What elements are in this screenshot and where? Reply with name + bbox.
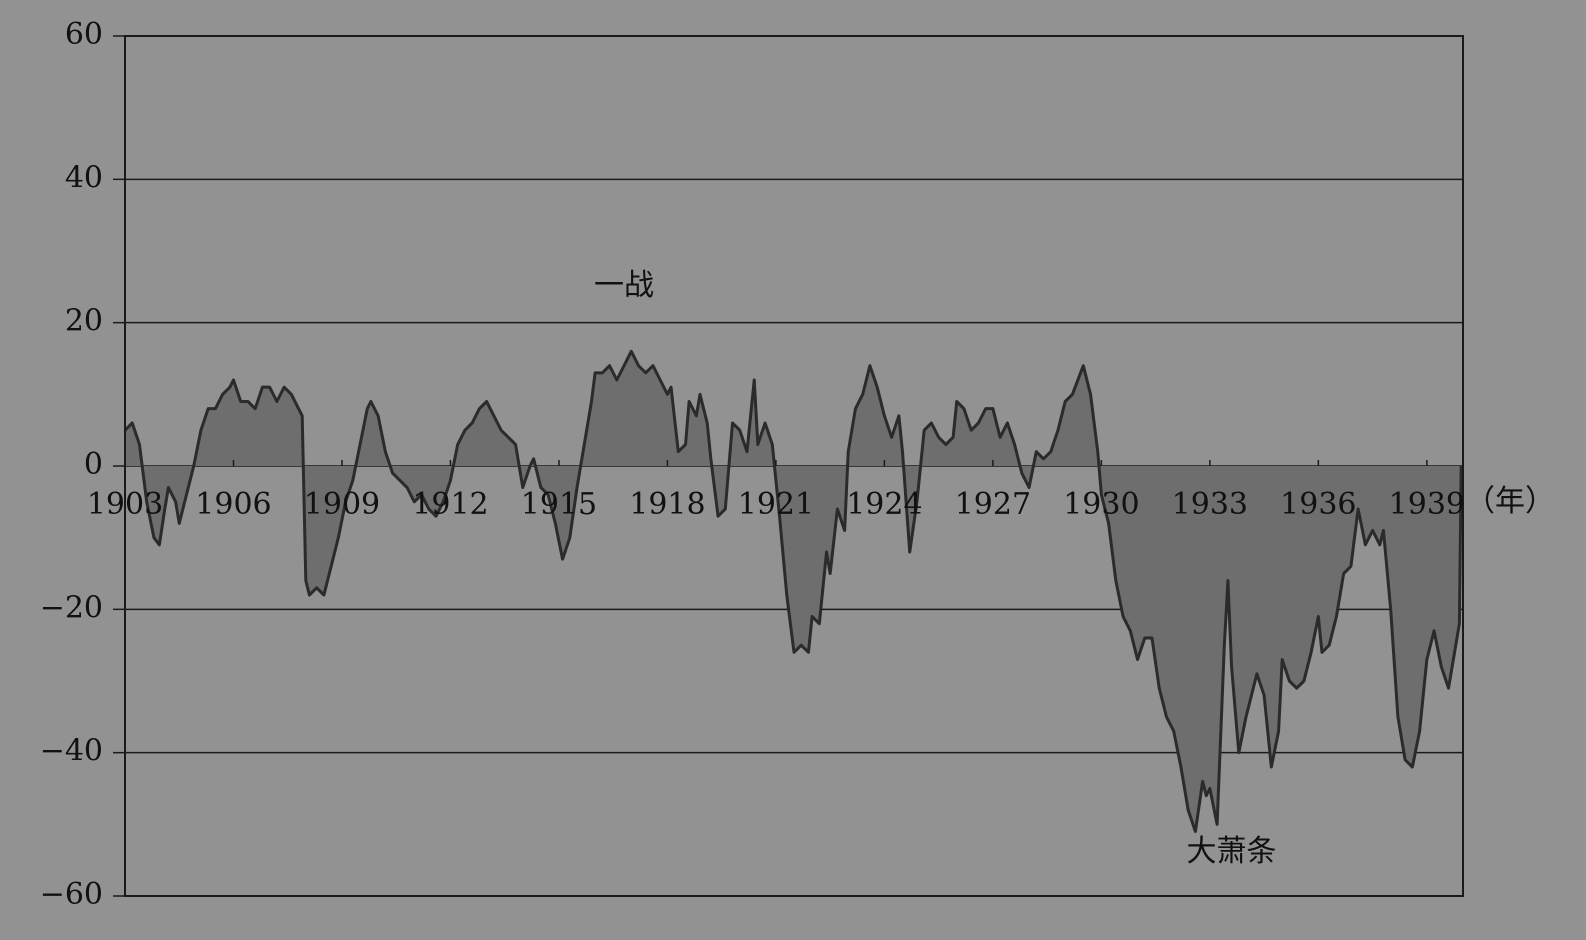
x-tick-label: 1924 (846, 487, 922, 522)
annotation: 大萧条 (1187, 834, 1277, 869)
x-tick-label: 1906 (195, 487, 271, 522)
x-tick-label: 1915 (521, 487, 597, 522)
y-tick-label: −60 (40, 877, 103, 912)
area-fill (125, 351, 1462, 832)
x-tick-label: 1930 (1063, 487, 1139, 522)
x-tick-label: 1921 (738, 487, 814, 522)
y-tick-label: 0 (84, 447, 103, 482)
x-tick-label: 1936 (1280, 487, 1356, 522)
x-tick-label: 1909 (304, 487, 380, 522)
x-tick-label: 1912 (412, 487, 488, 522)
x-tick-label: 1918 (629, 487, 705, 522)
y-tick-label: −40 (40, 734, 103, 769)
y-tick-label: 60 (65, 17, 103, 52)
y-tick-label: 40 (65, 160, 103, 195)
x-tick-label: 1927 (955, 487, 1031, 522)
data-line (123, 349, 1463, 833)
x-tick-label: 1939 (1389, 487, 1465, 522)
x-tick-label: 1933 (1172, 487, 1248, 522)
y-tick-label: −20 (40, 590, 103, 625)
annotation: 一战 (594, 268, 654, 303)
y-tick-label: 20 (65, 304, 103, 339)
x-tick-label: 1903 (87, 487, 163, 522)
x-axis-label: （年） (1465, 484, 1555, 519)
